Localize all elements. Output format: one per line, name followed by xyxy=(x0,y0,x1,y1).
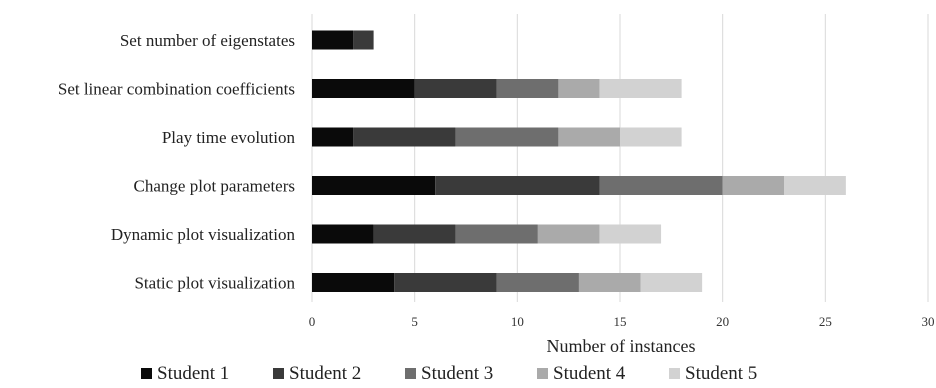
bar-segment-row2-student1 xyxy=(312,79,415,98)
legend-label-student1: Student 1 xyxy=(157,363,229,384)
category-label: Dynamic plot visualization xyxy=(111,225,296,244)
bar-segment-row6-student2 xyxy=(394,273,497,292)
category-label: Play time evolution xyxy=(162,128,296,147)
bar-segment-row2-student3 xyxy=(496,79,559,98)
x-tick-label: 25 xyxy=(819,314,832,329)
legend-swatch-student3 xyxy=(405,368,416,379)
legend: Student 1 Student 2 Student 3 Student 4 Stud… xyxy=(141,363,757,384)
bars xyxy=(312,30,846,292)
category-labels: Set number of eigenstates Set linear comb… xyxy=(58,31,296,293)
legend-label-student5: Student 5 xyxy=(685,363,757,384)
category-label: Static plot visualization xyxy=(134,274,295,293)
bar-segment-row5-student2 xyxy=(373,224,456,244)
bar-segment-row3-student3 xyxy=(455,127,559,147)
bar-segment-row4-student4 xyxy=(722,176,785,195)
bar-segment-row5-student1 xyxy=(312,224,374,244)
bar-segment-row6-student5 xyxy=(640,273,703,292)
category-label: Set linear combination coefficients xyxy=(58,80,295,99)
x-tick-label: 5 xyxy=(411,314,418,329)
legend-label-student4: Student 4 xyxy=(553,363,626,384)
category-label: Set number of eigenstates xyxy=(120,31,295,50)
bar-segment-row3-student1 xyxy=(312,127,354,147)
bar-segment-row4-student3 xyxy=(599,176,723,195)
bar-segment-row4-student5 xyxy=(784,176,846,195)
legend-swatch-student4 xyxy=(537,368,548,379)
x-tick-label: 10 xyxy=(511,314,524,329)
x-tick-label: 15 xyxy=(614,314,627,329)
bar-segment-row6-student3 xyxy=(496,273,579,292)
x-axis-title: Number of instances xyxy=(547,336,696,356)
x-tick-label: 0 xyxy=(309,314,316,329)
x-axis: 0 5 10 15 20 25 30 xyxy=(309,314,935,329)
legend-label-student3: Student 3 xyxy=(421,363,493,384)
bar-segment-row5-student4 xyxy=(537,224,600,244)
bar-segment-row2-student2 xyxy=(414,79,497,98)
x-tick-label: 30 xyxy=(922,314,935,329)
bar-segment-row6-student1 xyxy=(312,273,395,292)
bar-segment-row4-student2 xyxy=(435,176,600,195)
bar-segment-row3-student2 xyxy=(353,127,456,147)
bar-segment-row3-student5 xyxy=(620,127,682,147)
bar-segment-row1-student1 xyxy=(312,30,354,50)
bar-segment-row2-student5 xyxy=(599,79,682,98)
bar-segment-row5-student5 xyxy=(599,224,662,244)
legend-label-student2: Student 2 xyxy=(289,363,361,384)
bar-segment-row2-student4 xyxy=(558,79,600,98)
bar-segment-row5-student3 xyxy=(455,224,538,244)
legend-swatch-student1 xyxy=(141,368,152,379)
gridlines xyxy=(311,14,929,302)
bar-segment-row6-student4 xyxy=(578,273,641,292)
legend-swatch-student2 xyxy=(273,368,284,379)
legend-swatch-student5 xyxy=(669,368,680,379)
bar-segment-row3-student4 xyxy=(558,127,620,147)
bar-segment-row4-student1 xyxy=(312,176,436,195)
category-label: Change plot parameters xyxy=(134,177,295,196)
x-tick-label: 20 xyxy=(716,314,729,329)
bar-segment-row1-student2 xyxy=(353,30,374,50)
